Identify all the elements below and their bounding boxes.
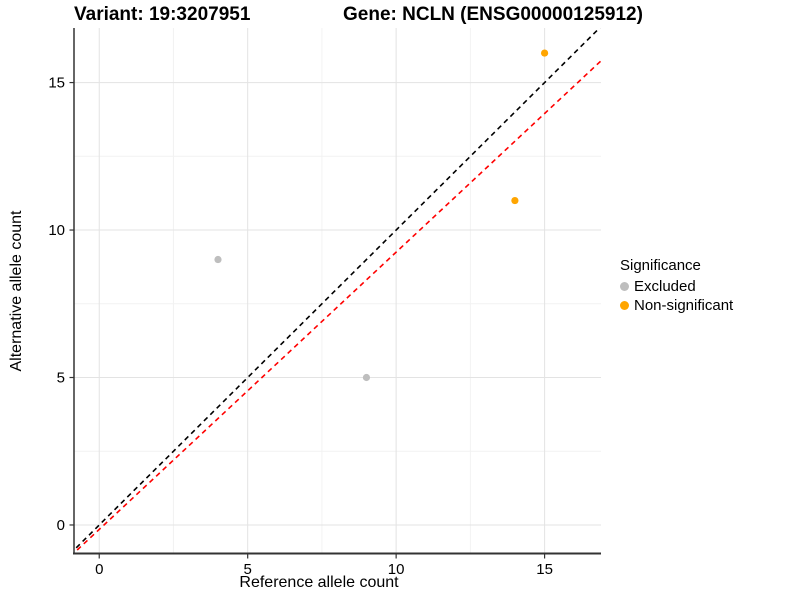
legend-item-label: Non-significant [634,297,734,314]
x-tick-label: 5 [244,561,252,578]
legend-item-non-significant: Non-significant [620,296,733,315]
y-tick-label: 15 [48,75,65,92]
data-point-non-significant [511,196,519,205]
legend-item-label: Excluded [634,278,696,295]
identity-line [74,28,601,552]
y-tick-label: 10 [48,222,65,239]
excluded-dot-icon [620,282,629,291]
y-tick-label: 5 [57,370,65,387]
data-point-excluded [214,255,222,264]
y-axis-label: Alternative allele count [8,210,25,372]
x-tick-label: 15 [536,561,553,578]
expected-line [74,59,601,553]
legend-title: Significance [620,257,701,274]
data-point-non-significant [540,49,549,57]
legend-item-excluded: Excluded [620,277,733,296]
gene-title: Gene: NCLN (ENSG00000125912) [343,4,643,25]
non-significant-dot-icon [620,301,629,310]
variant-title: Variant: 19:3207951 [74,4,251,25]
data-point-excluded [362,373,371,382]
y-tick-label: 0 [57,517,65,534]
x-tick-label: 0 [95,561,103,578]
x-tick-label: 10 [388,561,405,578]
x-axis-label: Reference allele count [239,574,399,591]
legend: Significance Excluded Non-significant [620,257,733,315]
